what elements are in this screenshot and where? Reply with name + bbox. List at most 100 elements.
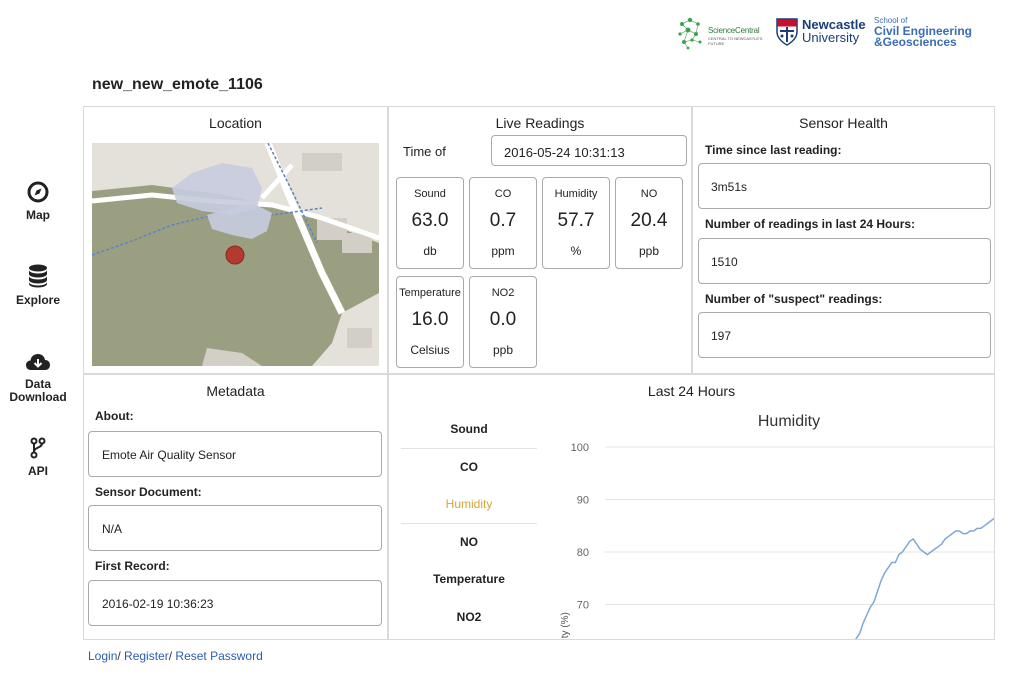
branch-icon bbox=[30, 437, 46, 459]
first-record-field: 2016-02-19 10:36:23 bbox=[88, 580, 382, 626]
reading-card-no: NO 20.4 ppb bbox=[615, 177, 683, 269]
humidity-series-line bbox=[855, 517, 994, 639]
newcastle-university-logo: Newcastle University bbox=[776, 18, 876, 54]
nav-label-explore: Explore bbox=[15, 293, 60, 307]
newcastle-shield-icon bbox=[776, 18, 798, 46]
metadata-panel: Metadata About: Emote Air Quality Sensor… bbox=[83, 374, 388, 640]
time-since-field: 3m51s bbox=[698, 163, 991, 209]
chart-y-tick-label: 80 bbox=[577, 547, 589, 559]
register-link[interactable]: Register bbox=[124, 649, 169, 663]
sensor-tab-humidity[interactable]: Humidity bbox=[401, 486, 537, 524]
nav-item-api[interactable]: API bbox=[0, 437, 76, 478]
nav-item-explore[interactable]: Explore bbox=[0, 264, 76, 307]
humidity-chart: Humidity 70 80 90 100 Humidity (%) bbox=[549, 401, 994, 640]
chart-y-tick-label: 100 bbox=[571, 442, 589, 454]
reading-name: NO2 bbox=[491, 287, 515, 299]
reading-value: 63.0 bbox=[411, 210, 449, 231]
location-panel: Location bbox=[83, 106, 388, 374]
time-of-field: 2016-05-24 10:31:13 bbox=[491, 135, 687, 166]
sensor-tab-co[interactable]: CO bbox=[460, 459, 478, 474]
nav-item-map[interactable]: Map bbox=[0, 181, 76, 222]
reading-card-sound: Sound 63.0 db bbox=[396, 177, 464, 269]
cloud-download-icon bbox=[26, 354, 50, 370]
reading-unit: db bbox=[423, 244, 437, 258]
location-title: Location bbox=[209, 115, 262, 131]
science-central-mark-icon bbox=[678, 17, 702, 50]
sensor-document-label: Sensor Document: bbox=[95, 485, 202, 499]
live-readings-title: Live Readings bbox=[495, 115, 585, 131]
time-of-label: Time of bbox=[403, 144, 446, 159]
sensor-document-field: N/A bbox=[88, 505, 382, 551]
header-logos: ScienceCentral CENTRAL TO NEWCASTLE'S FU… bbox=[676, 14, 1006, 54]
nav-label-map: Map bbox=[26, 208, 50, 222]
reading-value: 0.7 bbox=[489, 210, 517, 231]
reading-unit: ppb bbox=[492, 343, 514, 357]
reading-name: Temperature bbox=[399, 287, 461, 299]
readings-count-label: Number of readings in last 24 Hours: bbox=[705, 217, 916, 231]
sensor-tab-sound[interactable]: Sound bbox=[401, 411, 537, 449]
nav-item-data-download[interactable]: Data Download bbox=[0, 352, 76, 404]
suspect-readings-field: 197 bbox=[698, 312, 991, 358]
reading-card-humidity: Humidity 57.7 % bbox=[542, 177, 610, 269]
footer-separator: / bbox=[117, 649, 125, 663]
science-central-logo: ScienceCentral CENTRAL TO NEWCASTLE'S FU… bbox=[676, 14, 776, 52]
chart-svg: Humidity 70 80 90 100 Humidity (%) bbox=[560, 413, 994, 640]
time-since-label: Time since last reading: bbox=[705, 143, 842, 157]
last-24-hours-panel: Last 24 Hours Sound CO Humidity NO Tempe… bbox=[388, 374, 995, 640]
science-central-name: ScienceCentral bbox=[708, 26, 760, 35]
reading-unit: ppb bbox=[638, 244, 660, 258]
database-icon bbox=[29, 264, 47, 288]
about-label: About: bbox=[95, 409, 134, 423]
map-canvas bbox=[92, 143, 379, 366]
reading-name: CO bbox=[494, 188, 512, 200]
newcastle-name: Newcastle bbox=[802, 17, 866, 32]
chart-y-axis-label: Humidity (%) bbox=[560, 612, 571, 640]
metadata-title: Metadata bbox=[206, 383, 265, 399]
reading-unit: ppm bbox=[491, 244, 515, 258]
reading-name: Humidity bbox=[554, 188, 598, 200]
chart-title: Humidity bbox=[758, 413, 820, 430]
footer-links: Login/ Register/ Reset Password bbox=[88, 649, 263, 663]
school-logo: School of Civil Engineering &Geosciences bbox=[874, 16, 1004, 56]
reading-value: 0.0 bbox=[489, 309, 517, 330]
sensor-health-panel: Sensor Health Time since last reading: 3… bbox=[692, 106, 995, 374]
reading-value: 57.7 bbox=[557, 210, 595, 231]
readings-count-field: 1510 bbox=[698, 238, 991, 284]
school-line1: School of bbox=[874, 16, 908, 25]
reading-card-temperature: Temperature 16.0 Celsius bbox=[396, 276, 464, 368]
location-map[interactable] bbox=[92, 143, 379, 366]
page-title: new_new_emote_1106 bbox=[92, 76, 263, 93]
chart-gridlines bbox=[605, 446, 994, 605]
compass-icon bbox=[27, 181, 49, 203]
about-field: Emote Air Quality Sensor bbox=[88, 431, 382, 477]
chart-y-ticks: 70 80 90 100 bbox=[571, 442, 589, 612]
sensor-tab-no[interactable]: NO bbox=[460, 534, 478, 549]
nav-label-data-download: Data Download bbox=[9, 377, 67, 404]
sensor-health-title: Sensor Health bbox=[799, 115, 888, 131]
science-central-tagline: CENTRAL TO NEWCASTLE'S FUTURE bbox=[708, 36, 763, 46]
suspect-readings-label: Number of "suspect" readings: bbox=[705, 292, 883, 306]
reading-unit: Celsius bbox=[410, 343, 450, 357]
last-24-hours-title: Last 24 Hours bbox=[647, 383, 736, 399]
chart-y-tick-label: 70 bbox=[577, 600, 589, 612]
reset-password-link[interactable]: Reset Password bbox=[175, 649, 263, 663]
reading-card-co: CO 0.7 ppm bbox=[469, 177, 537, 269]
sensor-selector-list: Sound CO Humidity NO Temperature NO2 bbox=[401, 411, 537, 636]
university-name: University bbox=[802, 30, 860, 45]
reading-name: Sound bbox=[414, 188, 446, 200]
nav-label-api: API bbox=[27, 464, 48, 478]
live-readings-panel: Live Readings Time of 2016-05-24 10:31:1… bbox=[388, 106, 692, 374]
school-line2: Civil Engineering bbox=[874, 24, 973, 38]
sensor-tab-no2[interactable]: NO2 bbox=[456, 609, 482, 624]
sensor-tab-temperature[interactable]: Temperature bbox=[433, 572, 505, 586]
reading-value: 16.0 bbox=[411, 309, 449, 330]
reading-card-no2: NO2 0.0 ppb bbox=[469, 276, 537, 368]
footer-separator: / bbox=[168, 649, 176, 663]
reading-value: 20.4 bbox=[630, 210, 668, 231]
login-link[interactable]: Login bbox=[88, 649, 118, 663]
school-line3: &Geosciences bbox=[874, 35, 957, 49]
chart-y-tick-label: 90 bbox=[577, 495, 589, 507]
first-record-label: First Record: bbox=[95, 559, 170, 573]
reading-name: NO bbox=[640, 188, 658, 200]
reading-unit: % bbox=[570, 244, 582, 258]
